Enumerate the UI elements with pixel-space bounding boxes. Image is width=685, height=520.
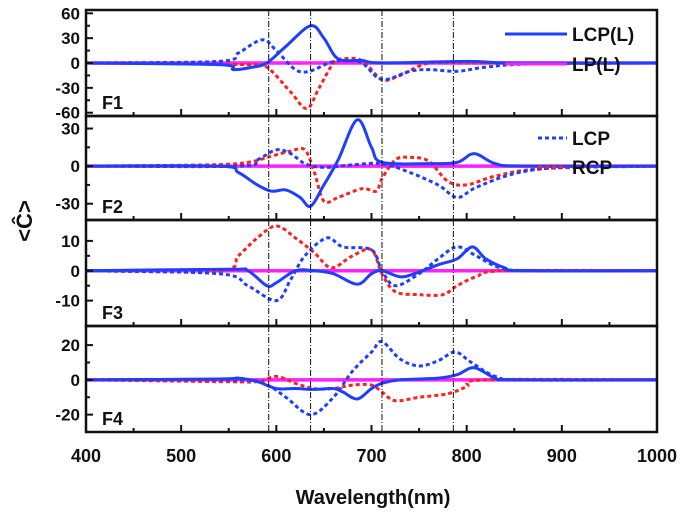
legend-label: RCP <box>572 158 612 179</box>
y-tick-label: -10 <box>55 292 80 311</box>
y-tick-label: 20 <box>61 336 80 355</box>
y-tick-label: 0 <box>71 54 80 73</box>
y-tick-label: -60 <box>55 104 80 123</box>
x-tick-label: 600 <box>261 446 291 466</box>
series-lcp <box>86 148 657 199</box>
y-tick-label: 30 <box>61 120 80 139</box>
series-rcp <box>86 224 657 297</box>
x-tick-label: 700 <box>356 446 386 466</box>
panel-label: F1 <box>102 93 123 113</box>
panel-f4: 20 0 -20 F4 <box>55 324 659 434</box>
panel-label: F4 <box>102 409 123 429</box>
y-tick-label: 0 <box>71 262 80 281</box>
series-rcp <box>86 374 657 403</box>
panels: 60 30 0 -30 -60 F1 30 0 -30 F2 10 0 -10 F3 20 0 -20 F4 LCP… <box>55 4 659 434</box>
series-lcpl <box>86 24 657 72</box>
y-tick-label: 0 <box>71 157 80 176</box>
y-tick-label: 10 <box>61 232 80 251</box>
x-axis: 400 500 600 700 800 900 1000 <box>71 446 677 466</box>
x-tick-label: 1000 <box>637 446 677 466</box>
legend: LCP RCP <box>538 129 612 179</box>
series-lcp <box>86 236 657 303</box>
x-tick-label: 800 <box>452 446 482 466</box>
y-tick-label: 0 <box>71 371 80 390</box>
y-axis-label: <Ĉ> <box>12 200 37 242</box>
legend-label: LP(L) <box>572 55 621 76</box>
legend-label: LCP <box>572 129 610 150</box>
x-tick-label: 500 <box>166 446 196 466</box>
legend: LCP(L) LP(L) <box>505 25 634 76</box>
legend-label: LCP(L) <box>572 25 634 46</box>
y-tick-label: -20 <box>55 406 80 425</box>
y-tick-label: 30 <box>61 29 80 48</box>
x-tick-label: 900 <box>547 446 577 466</box>
series-lcpl <box>86 118 657 209</box>
panel-label: F2 <box>102 197 123 217</box>
x-axis-label: Wavelength(nm) <box>296 487 451 509</box>
y-tick-label: -30 <box>55 79 80 98</box>
x-tick-label: 400 <box>71 446 101 466</box>
panel-label: F3 <box>102 303 123 323</box>
series-lcpl <box>86 366 657 401</box>
y-tick-label: -30 <box>55 195 80 214</box>
panel-f3: 10 0 -10 F3 <box>55 218 659 328</box>
series-rcp <box>86 146 657 205</box>
series-lcpl <box>86 245 657 288</box>
y-tick-label: 60 <box>61 4 80 23</box>
